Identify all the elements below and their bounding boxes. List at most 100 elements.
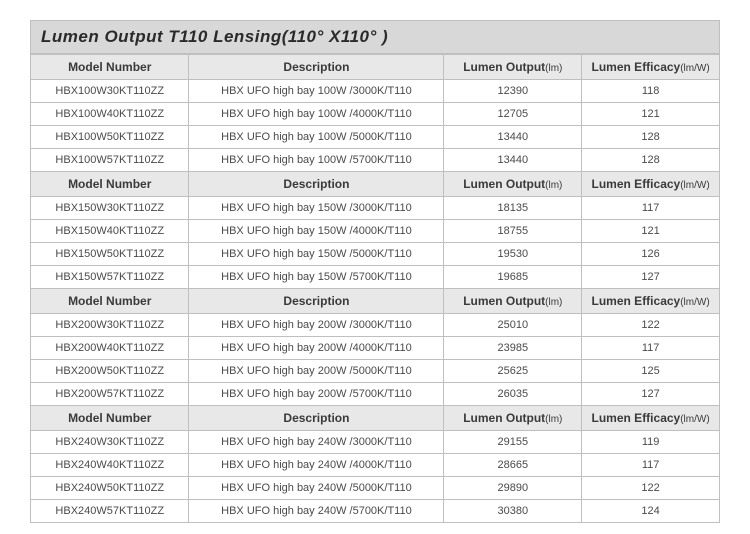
col-header-eff: Lumen Efficacy(lm/W) — [582, 406, 720, 431]
cell-eff: 121 — [582, 103, 720, 126]
cell-lumen: 12705 — [444, 103, 582, 126]
table-row: HBX200W30KT110ZZHBX UFO high bay 200W /3… — [31, 314, 720, 337]
col-header-desc: Description — [189, 172, 444, 197]
cell-eff: 118 — [582, 80, 720, 103]
cell-lumen: 13440 — [444, 149, 582, 172]
col-header-eff: Lumen Efficacy(lm/W) — [582, 55, 720, 80]
col-header-lumen: Lumen Output(lm) — [444, 172, 582, 197]
cell-desc: HBX UFO high bay 200W /3000K/T110 — [189, 314, 444, 337]
cell-lumen: 12390 — [444, 80, 582, 103]
cell-desc: HBX UFO high bay 200W /4000K/T110 — [189, 337, 444, 360]
cell-model: HBX100W50KT110ZZ — [31, 126, 189, 149]
cell-eff: 117 — [582, 454, 720, 477]
col-header-lumen: Lumen Output(lm) — [444, 406, 582, 431]
table-row: HBX200W50KT110ZZHBX UFO high bay 200W /5… — [31, 360, 720, 383]
table-header-row: Model NumberDescriptionLumen Output(lm)L… — [31, 289, 720, 314]
cell-lumen: 18755 — [444, 220, 582, 243]
table-row: HBX200W40KT110ZZHBX UFO high bay 200W /4… — [31, 337, 720, 360]
cell-model: HBX200W50KT110ZZ — [31, 360, 189, 383]
cell-eff: 125 — [582, 360, 720, 383]
cell-desc: HBX UFO high bay 200W /5700K/T110 — [189, 383, 444, 406]
cell-desc: HBX UFO high bay 100W /4000K/T110 — [189, 103, 444, 126]
cell-lumen: 29890 — [444, 477, 582, 500]
cell-desc: HBX UFO high bay 240W /3000K/T110 — [189, 431, 444, 454]
table-row: HBX150W57KT110ZZHBX UFO high bay 150W /5… — [31, 266, 720, 289]
table-row: HBX150W50KT110ZZHBX UFO high bay 150W /5… — [31, 243, 720, 266]
cell-eff: 128 — [582, 126, 720, 149]
title-bar: Lumen Output T110 Lensing(110° X110° ) — [30, 20, 720, 54]
cell-model: HBX150W57KT110ZZ — [31, 266, 189, 289]
cell-desc: HBX UFO high bay 150W /5700K/T110 — [189, 266, 444, 289]
col-header-lumen: Lumen Output(lm) — [444, 55, 582, 80]
cell-desc: HBX UFO high bay 150W /4000K/T110 — [189, 220, 444, 243]
table-row: HBX240W57KT110ZZHBX UFO high bay 240W /5… — [31, 500, 720, 523]
cell-eff: 121 — [582, 220, 720, 243]
col-header-model: Model Number — [31, 406, 189, 431]
cell-eff: 127 — [582, 266, 720, 289]
table-row: HBX100W50KT110ZZHBX UFO high bay 100W /5… — [31, 126, 720, 149]
cell-model: HBX150W50KT110ZZ — [31, 243, 189, 266]
cell-eff: 126 — [582, 243, 720, 266]
cell-lumen: 29155 — [444, 431, 582, 454]
spec-table: Model NumberDescriptionLumen Output(lm)L… — [30, 54, 720, 523]
cell-model: HBX150W40KT110ZZ — [31, 220, 189, 243]
table-row: HBX150W40KT110ZZHBX UFO high bay 150W /4… — [31, 220, 720, 243]
cell-lumen: 19685 — [444, 266, 582, 289]
col-header-desc: Description — [189, 406, 444, 431]
page-title: Lumen Output T110 Lensing(110° X110° ) — [41, 27, 388, 46]
col-header-model: Model Number — [31, 55, 189, 80]
cell-desc: HBX UFO high bay 100W /5000K/T110 — [189, 126, 444, 149]
cell-model: HBX240W30KT110ZZ — [31, 431, 189, 454]
cell-model: HBX100W30KT110ZZ — [31, 80, 189, 103]
cell-lumen: 28665 — [444, 454, 582, 477]
cell-model: HBX200W30KT110ZZ — [31, 314, 189, 337]
cell-eff: 128 — [582, 149, 720, 172]
col-header-eff: Lumen Efficacy(lm/W) — [582, 172, 720, 197]
cell-lumen: 25625 — [444, 360, 582, 383]
table-row: HBX100W30KT110ZZHBX UFO high bay 100W /3… — [31, 80, 720, 103]
cell-desc: HBX UFO high bay 240W /4000K/T110 — [189, 454, 444, 477]
cell-lumen: 18135 — [444, 197, 582, 220]
cell-eff: 124 — [582, 500, 720, 523]
cell-model: HBX240W40KT110ZZ — [31, 454, 189, 477]
cell-desc: HBX UFO high bay 240W /5700K/T110 — [189, 500, 444, 523]
table-row: HBX100W57KT110ZZHBX UFO high bay 100W /5… — [31, 149, 720, 172]
col-header-lumen: Lumen Output(lm) — [444, 289, 582, 314]
cell-eff: 117 — [582, 197, 720, 220]
cell-eff: 122 — [582, 477, 720, 500]
cell-desc: HBX UFO high bay 150W /3000K/T110 — [189, 197, 444, 220]
cell-eff: 127 — [582, 383, 720, 406]
cell-lumen: 13440 — [444, 126, 582, 149]
cell-lumen: 26035 — [444, 383, 582, 406]
cell-desc: HBX UFO high bay 200W /5000K/T110 — [189, 360, 444, 383]
table-row: HBX240W40KT110ZZHBX UFO high bay 240W /4… — [31, 454, 720, 477]
cell-model: HBX200W40KT110ZZ — [31, 337, 189, 360]
cell-model: HBX100W40KT110ZZ — [31, 103, 189, 126]
table-row: HBX150W30KT110ZZHBX UFO high bay 150W /3… — [31, 197, 720, 220]
table-row: HBX240W30KT110ZZHBX UFO high bay 240W /3… — [31, 431, 720, 454]
cell-desc: HBX UFO high bay 150W /5000K/T110 — [189, 243, 444, 266]
col-header-desc: Description — [189, 289, 444, 314]
cell-model: HBX240W50KT110ZZ — [31, 477, 189, 500]
col-header-desc: Description — [189, 55, 444, 80]
cell-desc: HBX UFO high bay 100W /5700K/T110 — [189, 149, 444, 172]
cell-model: HBX200W57KT110ZZ — [31, 383, 189, 406]
cell-desc: HBX UFO high bay 240W /5000K/T110 — [189, 477, 444, 500]
cell-eff: 117 — [582, 337, 720, 360]
col-header-model: Model Number — [31, 289, 189, 314]
cell-lumen: 19530 — [444, 243, 582, 266]
cell-eff: 122 — [582, 314, 720, 337]
cell-eff: 119 — [582, 431, 720, 454]
table-row: HBX200W57KT110ZZHBX UFO high bay 200W /5… — [31, 383, 720, 406]
table-header-row: Model NumberDescriptionLumen Output(lm)L… — [31, 55, 720, 80]
cell-model: HBX240W57KT110ZZ — [31, 500, 189, 523]
table-row: HBX100W40KT110ZZHBX UFO high bay 100W /4… — [31, 103, 720, 126]
table-header-row: Model NumberDescriptionLumen Output(lm)L… — [31, 406, 720, 431]
cell-model: HBX100W57KT110ZZ — [31, 149, 189, 172]
cell-lumen: 30380 — [444, 500, 582, 523]
cell-model: HBX150W30KT110ZZ — [31, 197, 189, 220]
cell-desc: HBX UFO high bay 100W /3000K/T110 — [189, 80, 444, 103]
cell-lumen: 23985 — [444, 337, 582, 360]
cell-lumen: 25010 — [444, 314, 582, 337]
col-header-model: Model Number — [31, 172, 189, 197]
